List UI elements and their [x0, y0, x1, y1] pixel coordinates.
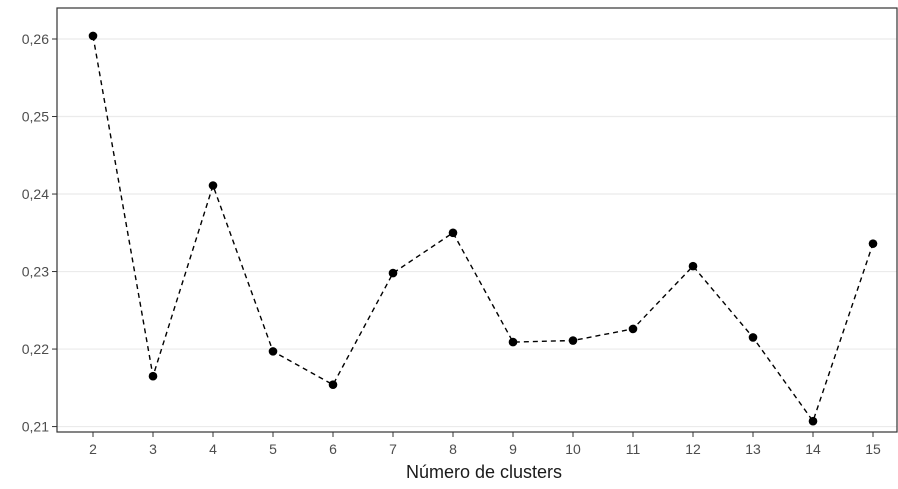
x-tick-label: 14 [805, 441, 821, 457]
data-point [568, 336, 578, 345]
x-tick-label: 4 [209, 441, 217, 457]
data-point [268, 347, 278, 356]
x-tick-label: 9 [509, 441, 517, 457]
x-tick-label: 13 [745, 441, 761, 457]
data-point [508, 337, 518, 347]
data-point [88, 31, 98, 41]
x-tick-label: 15 [865, 441, 881, 457]
y-tick-label: 0,26 [22, 31, 49, 47]
x-tick-label: 3 [149, 441, 157, 457]
panel-border [56, 7, 898, 433]
x-tick-label: 8 [449, 441, 457, 457]
panel-frame [56, 7, 898, 433]
x-tick-label: 2 [89, 441, 97, 457]
data-point [688, 261, 698, 271]
x-tick-label: 12 [685, 441, 701, 457]
data-point [868, 239, 878, 248]
x-tick-label: 6 [329, 441, 337, 457]
y-tick-label: 0,25 [22, 109, 49, 125]
data-point [328, 380, 338, 390]
x-tick-label: 7 [389, 441, 397, 457]
data-point [628, 324, 638, 334]
y-tick-label: 0,23 [22, 264, 49, 280]
x-tick-label: 10 [565, 441, 581, 457]
data-point [208, 181, 218, 190]
data-point [808, 416, 818, 426]
data-point [448, 228, 458, 238]
y-axis: 0,21 0,22 0,23 0,24 0,25 0,26 [22, 31, 57, 435]
data-point [748, 333, 758, 342]
x-axis: 2 3 4 5 6 7 8 9 10 11 12 13 14 15 [89, 432, 881, 457]
y-tick-label: 0,24 [22, 186, 49, 202]
y-tick-label: 0,22 [22, 341, 49, 357]
x-tick-label: 11 [626, 441, 641, 457]
data-point [388, 268, 398, 278]
series-layer [88, 31, 878, 426]
x-axis-title: Número de clusters [406, 462, 562, 482]
data-point [148, 371, 158, 381]
x-tick-label: 5 [269, 441, 277, 457]
series-line [92, 35, 874, 423]
y-tick-label: 0,21 [22, 419, 49, 435]
gridlines [57, 38, 897, 428]
